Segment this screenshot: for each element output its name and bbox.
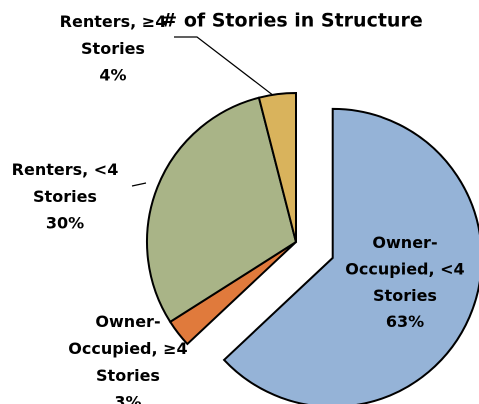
data-label-value: 4%: [99, 66, 126, 85]
pie-slice: [146, 96, 298, 324]
data-label-name: Owner-Occupied, <4 Stories: [345, 233, 464, 305]
leader-line: [174, 36, 275, 97]
chart-title: # of Stories in Structure: [161, 10, 422, 32]
data-label-value: 30%: [46, 214, 84, 233]
data-label-value: 3%: [114, 393, 141, 404]
data-label-value: 63%: [386, 312, 424, 331]
pie-slice: [222, 107, 479, 404]
leader-line: [131, 182, 147, 187]
data-label-name: Renters, ≥4 Stories: [60, 12, 167, 58]
pie-slice: [257, 91, 297, 243]
data-label-name: Renters, <4 Stories: [12, 160, 119, 206]
data-label-name: Owner-Occupied, ≥4 Stories: [68, 312, 187, 385]
